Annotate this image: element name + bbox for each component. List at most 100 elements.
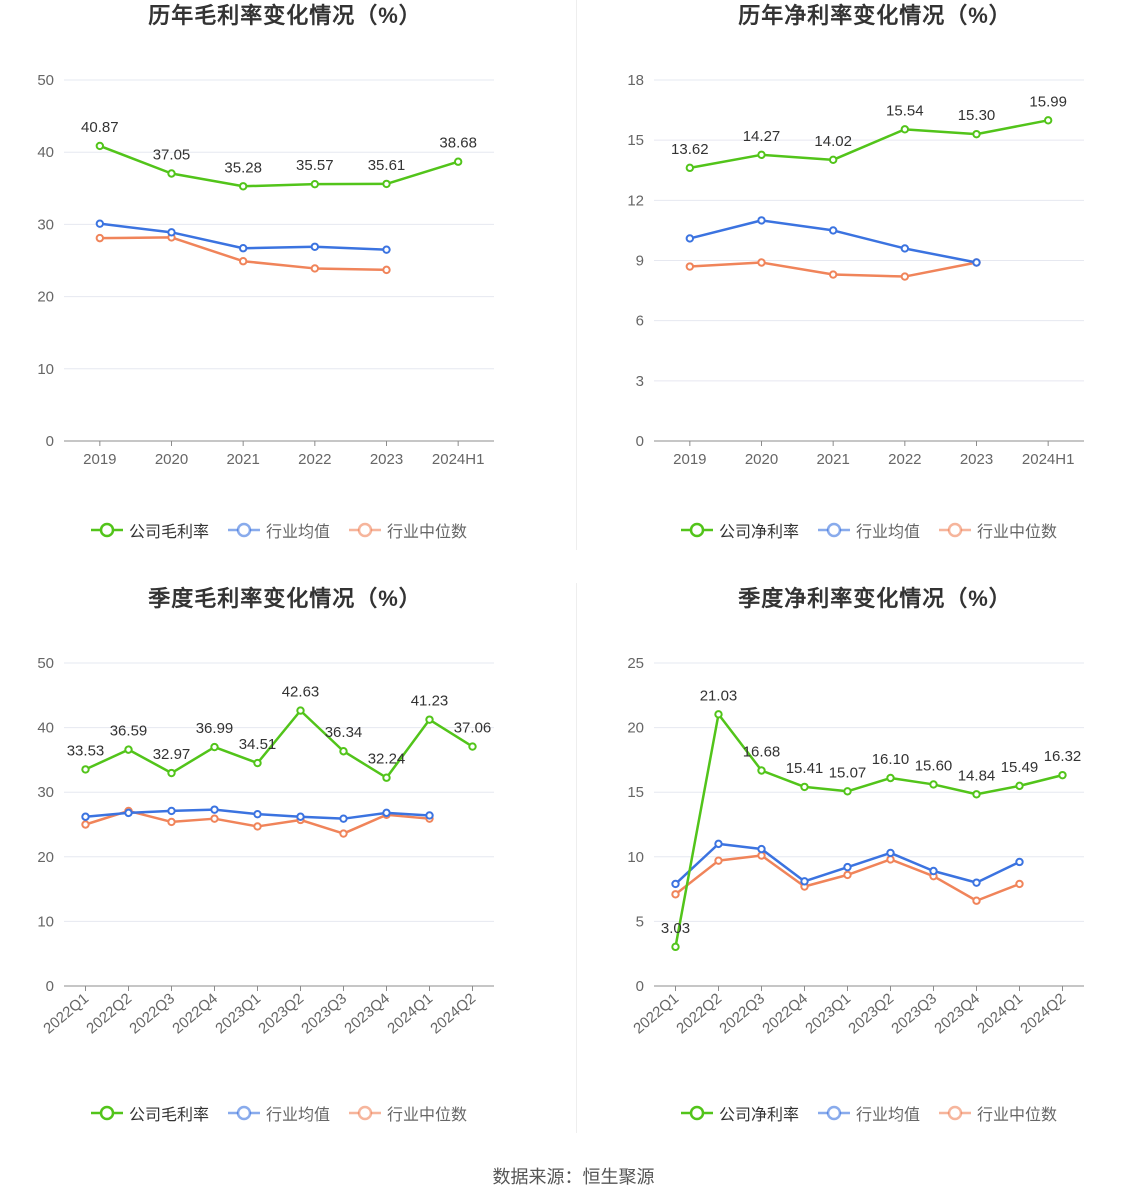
legend-item-industry-avg[interactable]: 行业均值 xyxy=(817,1101,920,1125)
data-point-company[interactable] xyxy=(453,157,463,166)
legend-item-company[interactable]: 公司毛利率 xyxy=(90,518,209,542)
data-point-industry-avg[interactable] xyxy=(238,244,248,253)
data-point-industry-avg[interactable] xyxy=(382,245,391,254)
data-point-industry-avg[interactable] xyxy=(714,839,723,849)
data-point-company[interactable] xyxy=(310,179,320,189)
data-point-industry-avg[interactable] xyxy=(800,877,809,886)
x-tick-label: 2023Q1 xyxy=(212,990,264,1037)
data-point-industry-median[interactable] xyxy=(95,233,105,243)
data-point-industry-median[interactable] xyxy=(828,270,838,279)
data-point-industry-median[interactable] xyxy=(310,264,320,273)
data-point-company[interactable] xyxy=(843,787,852,796)
data-point-company[interactable] xyxy=(95,141,105,151)
data-point-industry-avg[interactable] xyxy=(339,814,348,823)
data-point-industry-avg[interactable] xyxy=(972,258,981,267)
data-point-company[interactable] xyxy=(714,710,723,719)
legend-item-industry-median[interactable]: 行业中位数 xyxy=(348,1101,467,1125)
data-point-company[interactable] xyxy=(972,790,981,799)
data-point-company[interactable] xyxy=(886,773,895,783)
data-point-industry-median[interactable] xyxy=(382,265,391,275)
data-point-industry-avg[interactable] xyxy=(828,226,838,235)
data-point-company[interactable] xyxy=(1058,770,1067,780)
data-point-company[interactable] xyxy=(828,155,838,165)
data-point-industry-median[interactable] xyxy=(671,890,680,899)
legend-label: 行业中位数 xyxy=(977,1107,1058,1124)
data-point-industry-median[interactable] xyxy=(238,257,248,266)
legend-item-company[interactable]: 公司净利率 xyxy=(680,518,799,542)
data-point-industry-median[interactable] xyxy=(685,262,695,271)
data-point-company[interactable] xyxy=(339,747,348,756)
data-point-company[interactable] xyxy=(685,163,695,173)
data-point-industry-avg[interactable] xyxy=(757,844,766,854)
x-tick-label: 2020 xyxy=(745,451,778,468)
data-point-industry-avg[interactable] xyxy=(972,878,981,887)
data-point-industry-avg[interactable] xyxy=(167,806,176,816)
data-point-industry-median[interactable] xyxy=(900,272,910,281)
data-point-company[interactable] xyxy=(253,758,262,768)
data-point-industry-median[interactable] xyxy=(972,896,981,905)
data-point-industry-median[interactable] xyxy=(757,258,766,267)
data-point-industry-median[interactable] xyxy=(843,870,852,880)
data-point-industry-avg[interactable] xyxy=(929,866,938,876)
data-point-company[interactable] xyxy=(757,766,766,775)
data-point-company[interactable] xyxy=(1043,116,1053,125)
data-point-industry-avg[interactable] xyxy=(685,234,695,243)
data-point-company[interactable] xyxy=(1015,781,1024,791)
legend-item-industry-avg[interactable]: 行业均值 xyxy=(817,518,920,542)
data-point-industry-median[interactable] xyxy=(714,856,723,865)
legend-item-company[interactable]: 公司毛利率 xyxy=(90,1101,209,1125)
data-point-company[interactable] xyxy=(972,129,981,139)
legend-item-industry-median[interactable]: 行业中位数 xyxy=(938,1101,1057,1125)
data-point-industry-median[interactable] xyxy=(886,855,895,864)
data-source-note: 数据来源：恒生聚源 xyxy=(492,1167,655,1187)
data-point-company[interactable] xyxy=(210,742,219,752)
data-point-industry-avg[interactable] xyxy=(124,808,133,818)
legend-item-industry-avg[interactable]: 行业均值 xyxy=(227,518,330,542)
data-point-company[interactable] xyxy=(81,765,90,774)
data-point-industry-avg[interactable] xyxy=(310,242,320,251)
data-point-industry-avg[interactable] xyxy=(167,228,176,237)
data-point-company[interactable] xyxy=(800,782,809,792)
x-tick-label: 2022Q4 xyxy=(169,990,221,1037)
data-point-company[interactable] xyxy=(671,942,680,952)
data-point-industry-median[interactable] xyxy=(210,814,219,823)
data-point-industry-median[interactable] xyxy=(1015,879,1024,889)
data-label: 34.51 xyxy=(239,736,277,753)
data-point-industry-avg[interactable] xyxy=(900,244,910,253)
data-point-industry-avg[interactable] xyxy=(671,879,680,889)
data-point-industry-avg[interactable] xyxy=(757,216,766,225)
data-point-industry-avg[interactable] xyxy=(382,808,391,818)
data-point-company[interactable] xyxy=(167,768,176,778)
data-point-company[interactable] xyxy=(167,169,176,178)
legend-item-industry-avg[interactable]: 行业均值 xyxy=(227,1101,330,1125)
data-point-company[interactable] xyxy=(900,125,910,134)
legend-label: 行业均值 xyxy=(856,1107,921,1124)
data-point-industry-avg[interactable] xyxy=(843,862,852,872)
data-point-industry-avg[interactable] xyxy=(95,219,105,228)
legend-item-company[interactable]: 公司净利率 xyxy=(680,1101,799,1125)
data-point-industry-avg[interactable] xyxy=(296,812,305,821)
data-point-company[interactable] xyxy=(929,780,938,789)
data-point-industry-median[interactable] xyxy=(757,851,766,860)
data-point-industry-avg[interactable] xyxy=(425,811,434,820)
legend-item-industry-median[interactable]: 行业中位数 xyxy=(348,518,467,542)
data-point-company[interactable] xyxy=(382,773,391,782)
data-point-industry-avg[interactable] xyxy=(1015,857,1024,867)
data-point-industry-median[interactable] xyxy=(253,822,262,831)
y-tick-label: 20 xyxy=(37,289,54,306)
data-point-industry-median[interactable] xyxy=(81,820,90,829)
data-point-industry-median[interactable] xyxy=(339,829,348,838)
data-point-company[interactable] xyxy=(296,706,305,715)
data-point-industry-avg[interactable] xyxy=(253,809,262,819)
data-point-industry-avg[interactable] xyxy=(886,848,895,858)
data-point-company[interactable] xyxy=(382,179,391,189)
data-point-company[interactable] xyxy=(757,150,766,160)
data-point-industry-median[interactable] xyxy=(167,817,176,827)
data-point-industry-avg[interactable] xyxy=(210,805,219,814)
data-point-industry-avg[interactable] xyxy=(81,812,90,821)
data-point-company[interactable] xyxy=(425,715,434,724)
data-point-company[interactable] xyxy=(124,745,133,754)
data-point-company[interactable] xyxy=(238,182,248,191)
legend-item-industry-median[interactable]: 行业中位数 xyxy=(938,518,1057,542)
data-point-company[interactable] xyxy=(468,742,477,751)
